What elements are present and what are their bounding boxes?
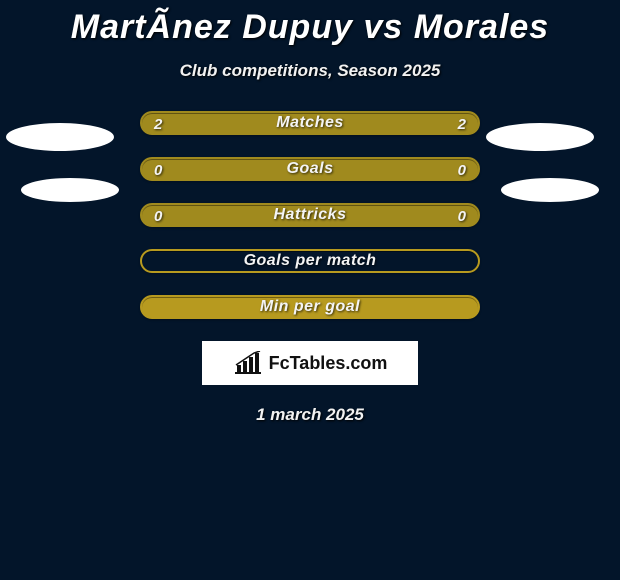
chart-icon [233,351,263,375]
stat-hattricks-right: 0 [458,205,466,229]
stat-hattricks-label: Hattricks [274,206,347,224]
stat-hattricks-left: 0 [154,205,162,229]
stat-matches-right: 2 [458,113,466,137]
stat-row-goals: 0 Goals 0 [140,157,480,181]
page-title: MartÃ­nez Dupuy vs Morales [0,0,620,47]
footer-date: 1 march 2025 [0,405,620,425]
stat-matches-label: Matches [276,114,344,132]
stat-mpg-label: Min per goal [260,298,360,316]
stat-row-matches: 2 Matches 2 [140,111,480,135]
stat-matches-left: 2 [154,113,162,137]
stat-row-goals-per-match: Goals per match [140,249,480,273]
stat-row-min-per-goal: Min per goal [140,295,480,319]
player-right-avatar-top [486,123,594,151]
player-left-avatar-bottom [21,178,119,202]
stat-goals-right: 0 [458,159,466,183]
player-left-avatar-top [6,123,114,151]
page-subtitle: Club competitions, Season 2025 [0,61,620,81]
stat-goals-label: Goals [287,160,334,178]
brand-logo: FcTables.com [202,341,418,385]
brand-logo-text: FcTables.com [269,353,388,374]
player-right-avatar-bottom [501,178,599,202]
stat-gpm-label: Goals per match [244,252,377,270]
stat-goals-left: 0 [154,159,162,183]
stats-container: 2 Matches 2 0 Goals 0 0 Hattricks 0 Goal… [140,111,480,319]
stat-row-hattricks: 0 Hattricks 0 [140,203,480,227]
